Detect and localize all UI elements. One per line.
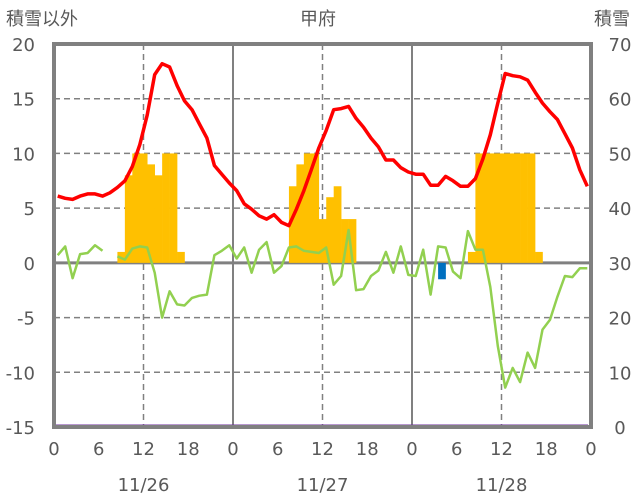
orange-bar — [311, 153, 320, 263]
left-tick-label: 15 — [12, 90, 35, 111]
orange-bar — [139, 153, 148, 263]
orange-bar — [527, 153, 536, 263]
right-tick-label: 40 — [609, 199, 632, 220]
x-tick-label: 0 — [48, 439, 59, 460]
orange-bar — [318, 219, 327, 263]
left-tick-label: 0 — [24, 254, 35, 275]
x-tick-label: 0 — [585, 439, 596, 460]
x-tick-label: 6 — [93, 439, 104, 460]
green-line-line — [56, 228, 588, 389]
right-tick-label: 20 — [609, 309, 632, 330]
blue-bar — [438, 262, 446, 280]
left-tick-label: 10 — [12, 144, 35, 165]
left-tick-label: 5 — [24, 199, 35, 220]
orange-bar — [288, 186, 297, 263]
right-tick-label: 70 — [609, 35, 632, 56]
x-tick-label: 18 — [177, 439, 200, 460]
right-tick-label: 50 — [609, 144, 632, 165]
left-axis-title: 積雪以外 — [6, 9, 78, 30]
left-tick-label: 20 — [12, 35, 35, 56]
temperature-line — [57, 61, 589, 228]
orange-bar — [348, 219, 357, 263]
right-tick-label: 60 — [609, 90, 632, 111]
right-tick-label: 10 — [609, 363, 632, 384]
orange-bar — [162, 153, 170, 263]
orange-bar — [505, 153, 513, 263]
x-tick-label: 12 — [132, 439, 155, 460]
orange-bar — [520, 153, 528, 263]
orange-bar — [467, 251, 476, 263]
right-axis-title: 積雪 — [594, 9, 630, 30]
orange-bar — [147, 164, 155, 263]
x-tick-label: 6 — [272, 439, 283, 460]
orange-bar — [132, 153, 141, 263]
right-tick-label: 0 — [614, 418, 625, 439]
orange-bar — [535, 251, 543, 263]
orange-bar — [169, 153, 178, 263]
orange-bar — [333, 186, 342, 263]
date-label: 11/26 — [118, 475, 170, 496]
date-label: 11/28 — [476, 475, 528, 496]
x-tick-label: 18 — [356, 439, 379, 460]
orange-bar — [475, 153, 484, 263]
x-tick-label: 0 — [227, 439, 238, 460]
plot-frame — [52, 42, 593, 429]
orange-bar — [303, 153, 312, 263]
orange-bar — [512, 153, 521, 263]
x-tick-label: 6 — [451, 439, 462, 460]
orange-bar — [124, 175, 133, 263]
orange-bar — [490, 153, 499, 263]
orange-bar — [326, 197, 334, 263]
orange-bar — [154, 175, 163, 263]
left-tick-label: -10 — [6, 363, 35, 384]
chart-title: 甲府 — [300, 9, 336, 30]
x-tick-label: 0 — [406, 439, 417, 460]
orange-bar — [497, 153, 506, 263]
x-tick-label: 18 — [535, 439, 558, 460]
orange-bar — [296, 164, 305, 263]
right-tick-label: 30 — [609, 254, 632, 275]
x-tick-label: 12 — [311, 439, 334, 460]
orange-bar — [341, 219, 349, 263]
left-tick-label: -15 — [6, 418, 35, 439]
left-tick-label: -5 — [17, 309, 35, 330]
orange-bar — [482, 153, 491, 263]
x-tick-label: 12 — [490, 439, 513, 460]
date-label: 11/27 — [297, 475, 349, 496]
orange-bar — [177, 251, 185, 263]
